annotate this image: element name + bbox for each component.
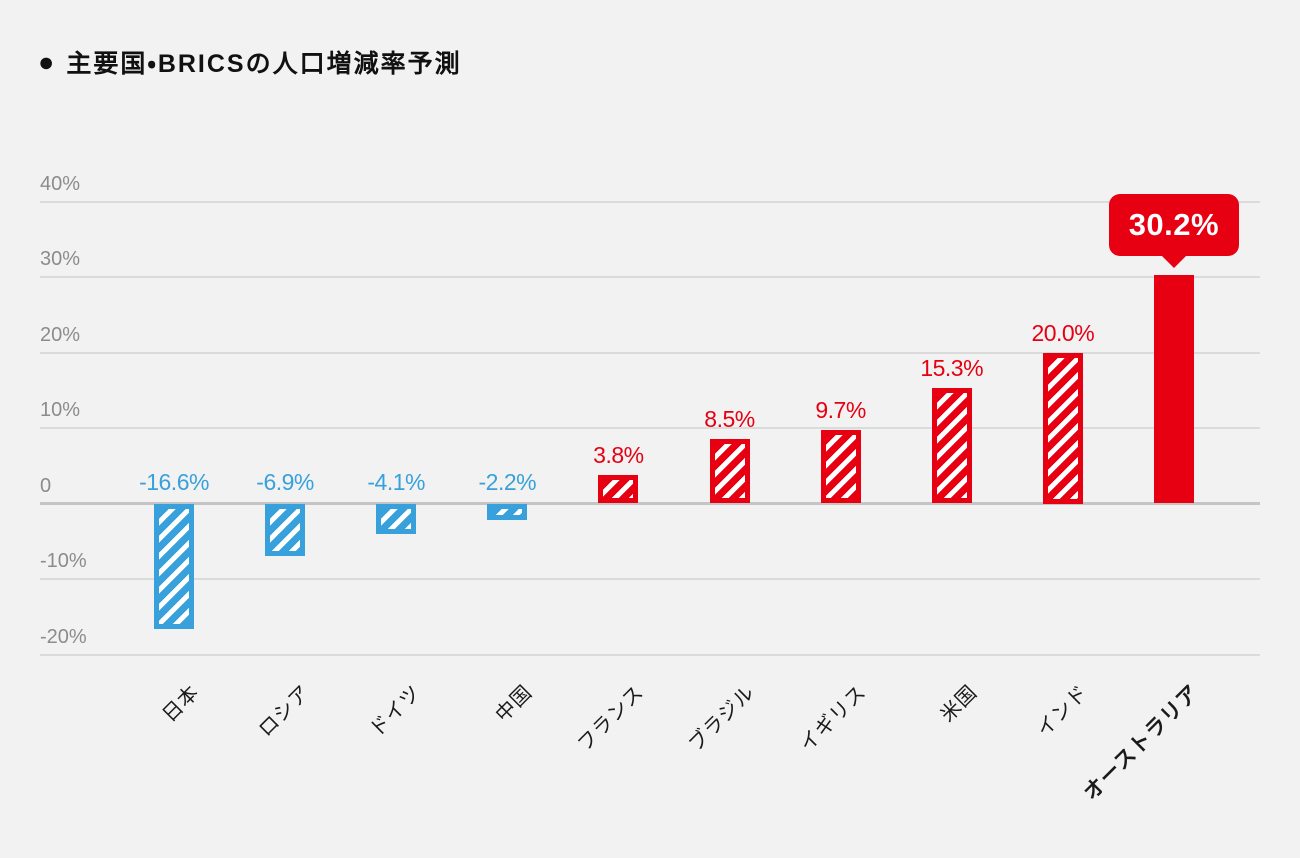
x-axis-label: ブラジル — [684, 681, 760, 756]
x-axis-label: ロシア — [254, 681, 315, 742]
gridline — [40, 427, 1260, 429]
bar — [376, 503, 417, 535]
bar — [265, 503, 306, 556]
x-axis-label: 米国 — [936, 681, 982, 727]
x-axis-label: オーストラリア — [1079, 680, 1204, 805]
y-axis-tick-label: 0 — [40, 474, 52, 497]
bar-value-label: 9.7% — [815, 397, 866, 424]
bar-value-label: -16.6% — [139, 468, 209, 495]
x-axis-label: 日本 — [158, 681, 204, 727]
x-axis-label: イギリス — [795, 681, 871, 757]
bar — [1153, 275, 1194, 504]
bar-value-label: -6.9% — [256, 468, 314, 495]
bar-value-label: 15.3% — [920, 354, 984, 381]
bar — [154, 503, 194, 629]
y-axis-tick-label: 30% — [40, 248, 81, 270]
page-title-text: 主要国・BRICSの人口増減率予測 — [66, 50, 462, 78]
bar-value-label: 3.8% — [593, 441, 644, 468]
bar — [709, 439, 750, 504]
gridline — [40, 578, 1260, 580]
callout-value: 30.2% — [1128, 207, 1220, 243]
zero-gridline — [40, 502, 1260, 505]
y-axis-tick-label: 20% — [40, 323, 81, 346]
y-axis-tick-label: 10% — [40, 399, 81, 421]
bar — [598, 474, 639, 504]
bar — [820, 430, 861, 504]
title-bullet-icon: ● — [38, 46, 57, 77]
bar-value-label: -2.2% — [478, 468, 537, 495]
x-axis-label: ドイツ — [365, 681, 426, 742]
bar — [487, 503, 528, 521]
x-axis-label: インド — [1032, 681, 1093, 742]
bar-value-label: -4.1% — [367, 468, 425, 495]
y-axis-tick-label: -20% — [40, 625, 87, 648]
gridline — [40, 200, 1260, 203]
gridline — [40, 276, 1260, 278]
x-axis-label: フランス — [573, 681, 649, 756]
bar-value-label: 8.5% — [704, 406, 755, 433]
gridline — [40, 653, 1260, 656]
bar-value-label: 20.0% — [1031, 319, 1095, 346]
y-axis-tick-label: 40% — [40, 172, 81, 195]
callout-badge: 30.2% — [1108, 194, 1239, 257]
gridline — [40, 351, 1260, 354]
page-title: ● 主要国・BRICSの人口増減率予測 — [38, 44, 462, 80]
x-axis-label: 中国 — [491, 681, 538, 727]
callout-tail-icon — [1160, 255, 1187, 269]
bar — [931, 387, 972, 504]
y-axis-tick-label: -10% — [40, 550, 87, 572]
bar — [1042, 352, 1083, 504]
